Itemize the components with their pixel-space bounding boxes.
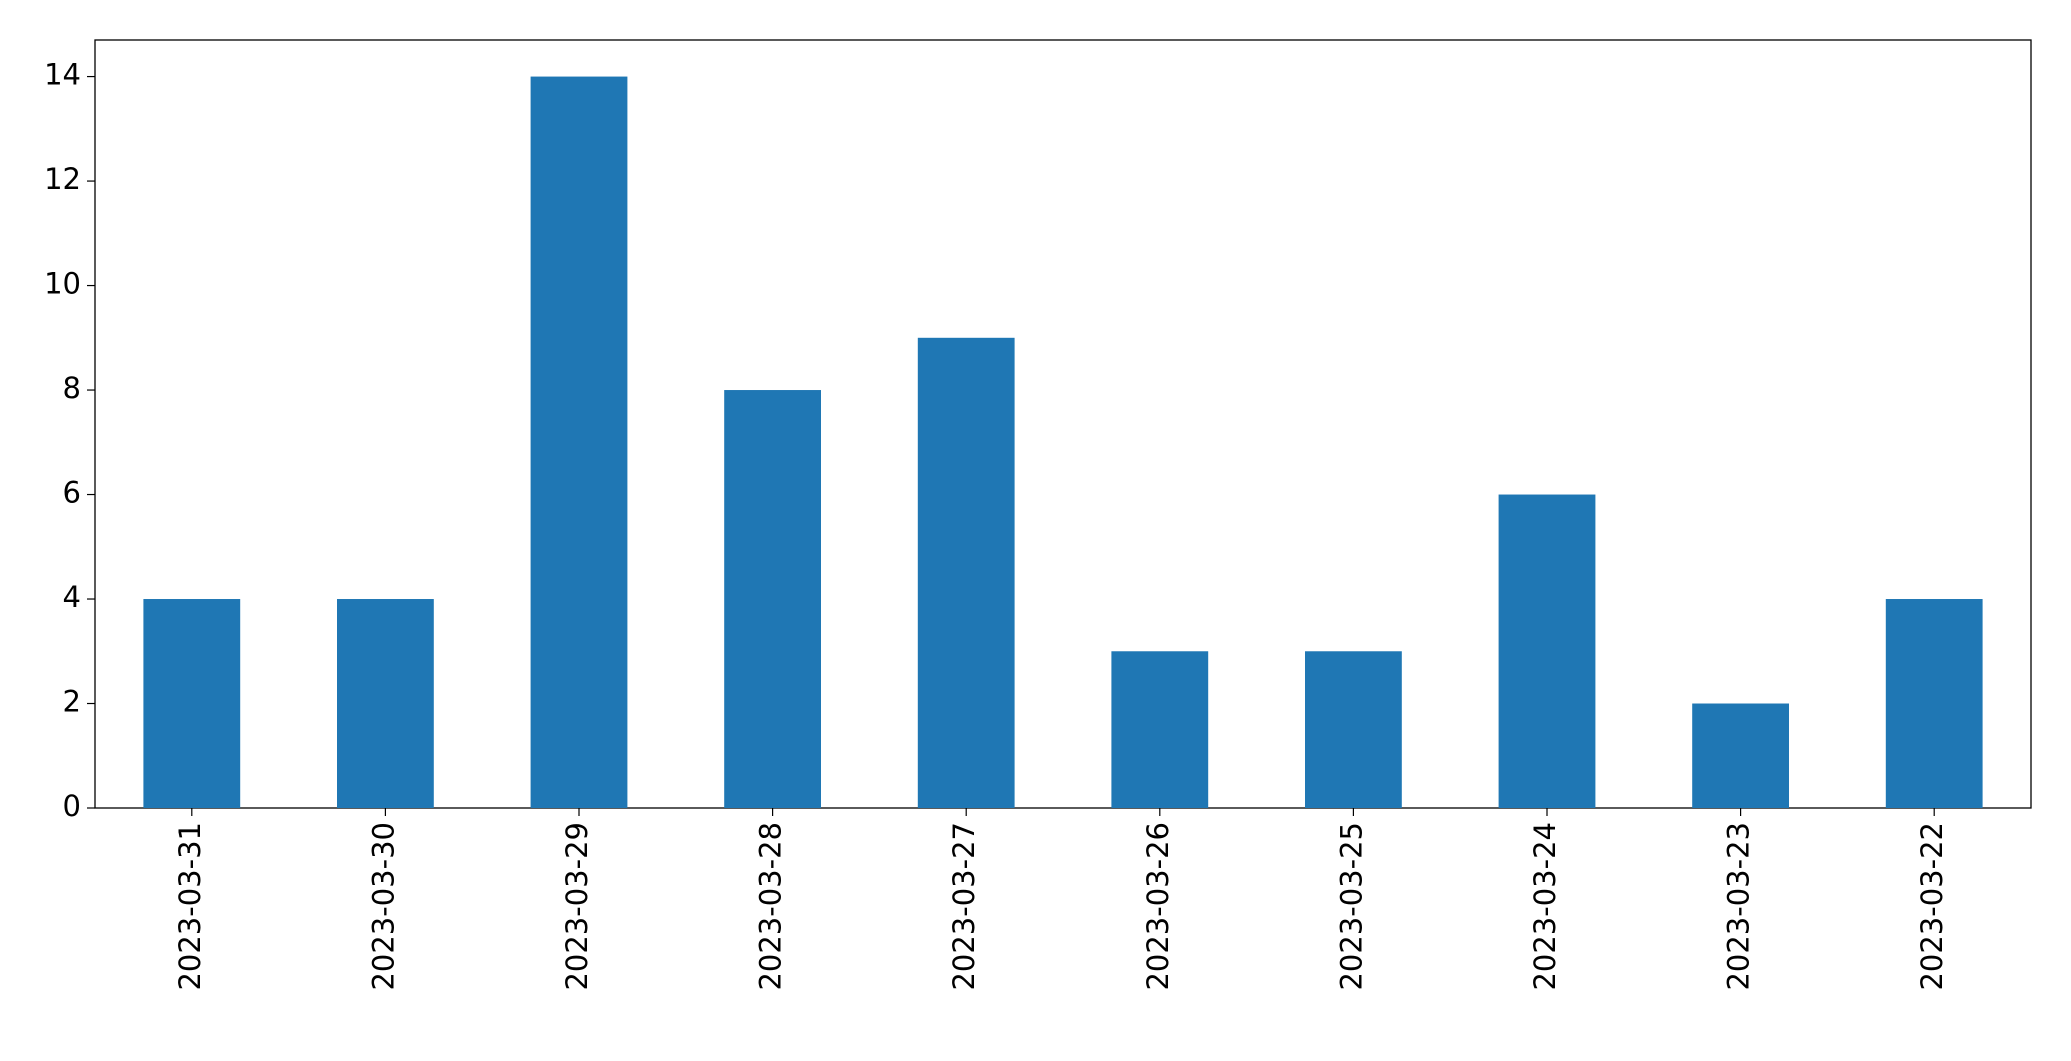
bar (917, 337, 1015, 808)
x-tick-label: 2023-03-30 (366, 822, 400, 991)
y-tick-label: 6 (63, 476, 81, 510)
y-tick-label: 2 (63, 685, 81, 719)
bar (724, 390, 821, 808)
x-tick-label: 2023-03-27 (947, 822, 981, 991)
x-tick-label: 2023-03-22 (1915, 822, 1949, 991)
bar (1885, 599, 1983, 808)
x-tick-label: 2023-03-26 (1141, 822, 1175, 991)
x-tick-label: 2023-03-29 (560, 822, 594, 991)
x-tick-label: 2023-03-28 (754, 822, 788, 991)
y-tick-label: 12 (44, 162, 81, 196)
y-tick-label: 0 (63, 789, 81, 823)
bar (337, 599, 434, 808)
bar (530, 76, 628, 809)
x-tick-label: 2023-03-24 (1528, 822, 1562, 991)
y-tick-label: 14 (44, 58, 81, 92)
bar (1692, 703, 1789, 808)
bar (1111, 651, 1209, 808)
y-tick-label: 10 (44, 267, 81, 301)
x-tick-label: 2023-03-23 (1722, 822, 1756, 991)
y-tick-label: 8 (63, 371, 81, 405)
bar (1498, 494, 1596, 808)
plot-frame (94, 39, 2032, 809)
x-tick-label: 2023-03-25 (1334, 822, 1368, 991)
x-tick-label: 2023-03-31 (173, 822, 207, 991)
bar (143, 599, 241, 808)
y-tick-label: 4 (63, 580, 81, 614)
bar (1305, 651, 1402, 808)
